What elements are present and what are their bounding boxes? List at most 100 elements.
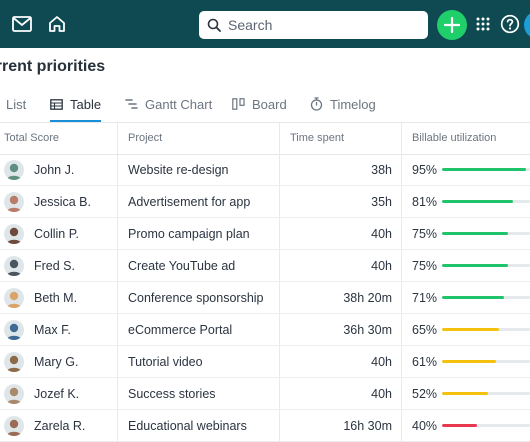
column-divider <box>401 122 402 442</box>
table-row[interactable]: Beth M. Conference sponsorship 38h 20m 7… <box>0 282 530 314</box>
board-icon <box>232 98 245 110</box>
avatar <box>4 416 24 436</box>
project-name: Advertisement for app <box>128 194 251 209</box>
person-name: Fred S. <box>34 258 75 273</box>
tab-table[interactable]: Table <box>50 88 102 122</box>
add-button[interactable] <box>437 10 467 40</box>
person-name: Jozef K. <box>34 386 80 401</box>
search-placeholder: Search <box>228 17 273 33</box>
utilization-bar-fill <box>442 392 488 395</box>
view-tabs: List Table Gantt Chart Board Timelog <box>0 88 530 123</box>
person-name: Jessica B. <box>34 194 91 209</box>
project-name: Promo campaign plan <box>128 226 250 241</box>
stopwatch-icon <box>310 97 323 111</box>
utilization-percent: 40% <box>412 418 438 433</box>
utilization-bar-fill <box>442 168 526 171</box>
utilization-bar-fill <box>442 328 500 331</box>
utilization-bar <box>442 424 530 427</box>
utilization-percent: 61% <box>412 354 438 369</box>
utilization-bar <box>442 200 530 203</box>
table-row[interactable]: Fred S. Create YouTube ad 40h 75% <box>0 250 530 282</box>
avatar <box>4 352 24 372</box>
project-name: Success stories <box>128 386 216 401</box>
avatar <box>4 224 24 244</box>
person-name: Beth M. <box>34 290 78 305</box>
tab-gantt-chart[interactable]: Gantt Chart <box>125 88 212 120</box>
column-header-billable-utilization[interactable]: Billable utilization <box>412 132 497 144</box>
project-name: Create YouTube ad <box>128 258 236 273</box>
project-name: Tutorial video <box>128 354 203 369</box>
home-icon[interactable] <box>45 12 69 36</box>
page-title: urrent priorities <box>0 58 106 75</box>
table-row[interactable]: Jozef K. Success stories 40h 52% <box>0 378 530 410</box>
table-row[interactable]: Zarela R. Educational webinars 16h 30m 4… <box>0 410 530 442</box>
tab-label: Timelog <box>330 96 376 112</box>
utilization-bar <box>442 360 530 363</box>
utilization-bar-fill <box>442 424 478 427</box>
tab-label: Board <box>252 96 287 112</box>
utilization-bar-fill <box>442 296 505 299</box>
table-row[interactable]: Jessica B. Advertisement for app 35h 81% <box>0 186 530 218</box>
apps-grid-icon[interactable] <box>471 12 495 36</box>
tab-label: Table <box>70 96 102 112</box>
project-name: Conference sponsorship <box>128 290 264 305</box>
utilization-bar <box>442 232 530 235</box>
utilization-bar <box>442 328 530 331</box>
utilization-bar <box>442 168 530 171</box>
utilization-bar-fill <box>442 200 514 203</box>
person-name: Mary G. <box>34 354 79 369</box>
utilization-percent: 95% <box>412 162 438 177</box>
column-header-time-spent[interactable]: Time spent <box>290 132 345 144</box>
time-spent: 38h 20m <box>343 290 392 305</box>
time-spent: 36h 30m <box>343 322 392 337</box>
person-name: John J. <box>34 162 75 177</box>
person-name: Zarela R. <box>34 418 86 433</box>
utilization-percent: 52% <box>412 386 438 401</box>
utilization-bar <box>442 296 530 299</box>
tab-board[interactable]: Board <box>232 88 287 120</box>
tab-label: List <box>6 96 27 112</box>
tab-label: Gantt Chart <box>145 96 213 112</box>
utilization-bar-fill <box>442 232 508 235</box>
person-name: Max F. <box>34 322 71 337</box>
utilization-bar <box>442 392 530 395</box>
avatar <box>4 192 24 212</box>
utilization-bar-fill <box>442 360 496 363</box>
table-row[interactable]: Max F. eCommerce Portal 36h 30m 65% <box>0 314 530 346</box>
mail-icon[interactable] <box>10 12 34 36</box>
table-icon <box>50 98 63 110</box>
avatar <box>4 288 24 308</box>
help-icon[interactable] <box>498 12 522 36</box>
top-bar: Search <box>0 0 530 48</box>
search-input[interactable]: Search <box>199 11 428 39</box>
table-row[interactable]: Collin P. Promo campaign plan 40h 75% <box>0 218 530 250</box>
time-spent: 40h <box>371 386 392 401</box>
column-header-project[interactable]: Project <box>128 132 163 144</box>
utilization-percent: 65% <box>412 322 438 337</box>
avatar <box>4 256 24 276</box>
avatar <box>4 384 24 404</box>
utilization-bar <box>442 264 530 267</box>
utilization-percent: 71% <box>412 290 438 305</box>
time-spent: 40h <box>371 258 392 273</box>
project-name: Educational webinars <box>128 418 247 433</box>
table-header: Total Score Project Time spent Billable … <box>0 122 530 155</box>
table-row[interactable]: Mary G. Tutorial video 40h 61% <box>0 346 530 378</box>
table-row[interactable]: John J. Website re-design 38h 95% <box>0 154 530 186</box>
user-avatar[interactable] <box>524 11 530 39</box>
gantt-icon <box>125 99 138 109</box>
project-name: Website re-design <box>128 162 229 177</box>
search-icon <box>207 18 221 32</box>
column-header-total-score[interactable]: Total Score <box>4 132 60 144</box>
utilization-percent: 75% <box>412 226 438 241</box>
tab-timelog[interactable]: Timelog <box>310 88 376 120</box>
time-spent: 40h <box>371 354 392 369</box>
tab-list[interactable]: List <box>6 88 26 120</box>
time-spent: 35h <box>371 194 392 209</box>
time-spent: 16h 30m <box>343 418 392 433</box>
utilization-bar-fill <box>442 264 508 267</box>
column-divider <box>279 122 280 442</box>
plus-icon <box>444 17 460 33</box>
time-spent: 38h <box>371 162 392 177</box>
utilization-percent: 81% <box>412 194 438 209</box>
